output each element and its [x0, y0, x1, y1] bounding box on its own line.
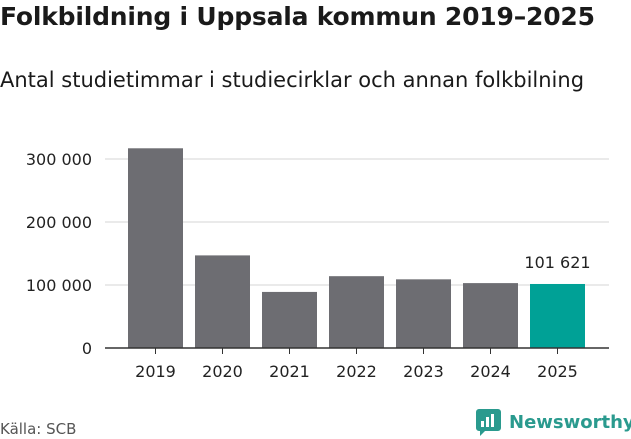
bar-chart: 0 100 000 200 000 300 000 2019 2020 2021 2022 20… — [26, 148, 609, 381]
x-tick-label: 2023 — [403, 362, 444, 381]
chart-title: Folkbildning i Uppsala kommun 2019–2025 — [0, 2, 595, 31]
newsworthy-logo: Newsworthy — [476, 409, 631, 436]
bar-2022 — [329, 276, 384, 348]
x-tick-label: 2025 — [537, 362, 578, 381]
bar-2019 — [128, 148, 183, 348]
x-tick-label: 2022 — [336, 362, 377, 381]
newsworthy-logo-text: Newsworthy — [509, 412, 631, 433]
x-tick-label: 2020 — [202, 362, 243, 381]
y-tick-label: 0 — [82, 339, 92, 358]
x-tick-label: 2021 — [269, 362, 310, 381]
x-tick-label: 2024 — [470, 362, 511, 381]
data-label: 101 621 — [524, 253, 590, 272]
bar-2020 — [195, 255, 250, 348]
newsworthy-logo-icon — [476, 409, 501, 436]
chart-subtitle: Antal studietimmar i studiecirklar och a… — [0, 68, 585, 92]
bar-2021 — [262, 291, 317, 348]
bar-2023 — [396, 279, 451, 348]
y-tick-label: 100 000 — [26, 276, 92, 295]
source-note: Källa: SCB — [0, 420, 77, 438]
y-tick-label: 300 000 — [26, 150, 92, 169]
bar-2024 — [463, 283, 518, 348]
bar-2025 — [530, 283, 585, 348]
y-tick-label: 200 000 — [26, 213, 92, 232]
x-tick-label: 2019 — [135, 362, 176, 381]
